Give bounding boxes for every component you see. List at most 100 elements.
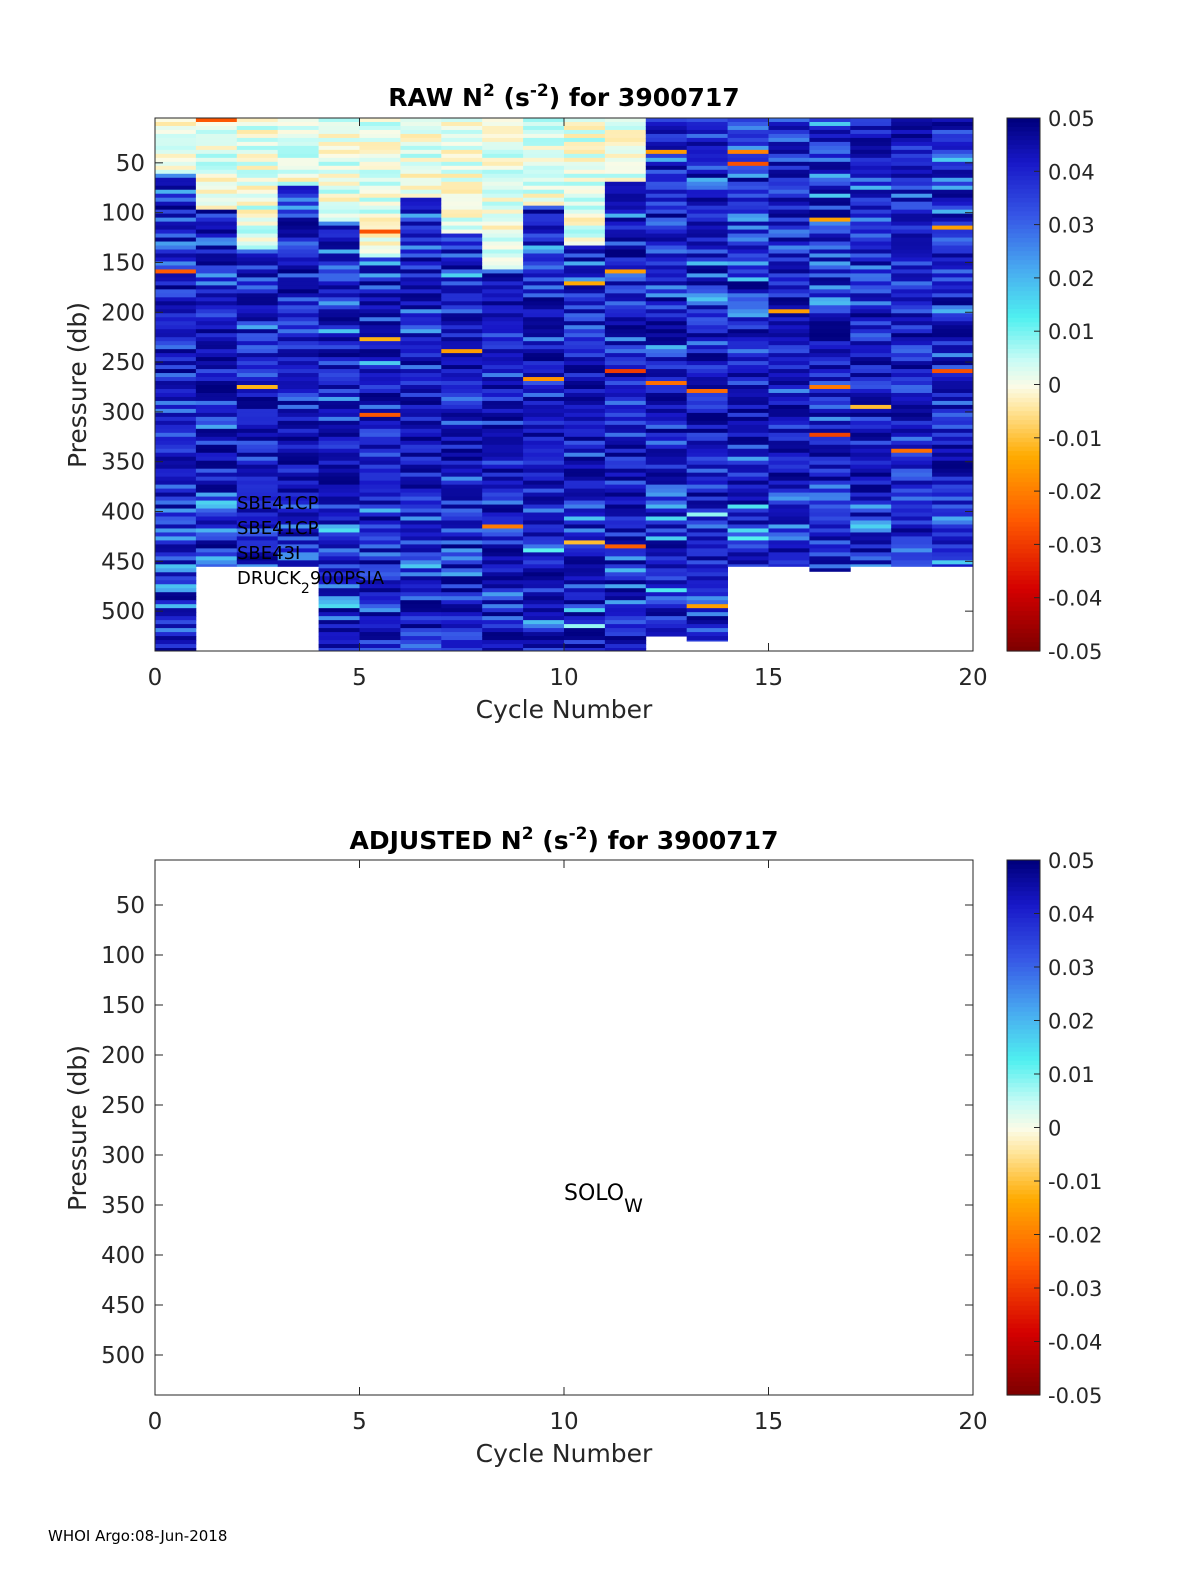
heatmap-cell	[932, 197, 974, 203]
heatmap-cell	[686, 221, 728, 227]
heatmap-cell	[236, 313, 279, 318]
heatmap-cell	[604, 157, 647, 163]
heatmap-cell	[236, 520, 279, 525]
heatmap-cell	[482, 548, 524, 553]
heatmap-cell	[604, 209, 647, 215]
heatmap-cell	[400, 277, 442, 282]
heatmap-cell	[564, 604, 606, 609]
heatmap-cell	[359, 520, 401, 525]
heatmap-cell	[932, 552, 974, 557]
heatmap-cell	[891, 349, 933, 354]
heatmap-cell	[155, 373, 197, 378]
heatmap-cell	[727, 145, 769, 151]
heatmap-cell	[523, 257, 565, 262]
heatmap-cell	[195, 257, 238, 262]
heatmap-cell	[195, 472, 238, 478]
heatmap-cell	[686, 241, 728, 247]
heatmap-cell	[155, 500, 197, 506]
heatmap-cell	[236, 273, 279, 278]
heatmap-cell	[768, 205, 810, 211]
x-tick-label: 5	[352, 665, 367, 691]
heatmap-cell	[441, 584, 483, 589]
heatmap-cell	[318, 141, 360, 147]
heatmap-cell	[155, 440, 197, 446]
colorbar-swatch	[1007, 162, 1040, 168]
heatmap-cell	[195, 524, 238, 529]
heatmap-cell	[482, 480, 524, 486]
heatmap-cell	[564, 500, 606, 506]
heatmap-cell	[523, 357, 565, 362]
heatmap-cell	[482, 193, 524, 199]
colorbar-swatch	[1007, 1176, 1040, 1182]
heatmap-cell	[891, 205, 933, 211]
heatmap-cell	[236, 373, 279, 378]
heatmap-cell	[482, 500, 524, 506]
heatmap-cell	[155, 520, 197, 525]
heatmap-cell	[932, 145, 974, 151]
heatmap-cell	[359, 181, 401, 187]
colorbar-swatch	[1007, 926, 1040, 932]
heatmap-cell	[891, 233, 933, 239]
heatmap-cell	[645, 381, 688, 386]
heatmap-cell	[400, 345, 442, 350]
heatmap-cell	[891, 337, 933, 342]
heatmap-cell	[932, 404, 974, 410]
heatmap-cell	[932, 325, 974, 330]
heatmap-cell	[604, 432, 647, 438]
heatmap-cell	[891, 297, 933, 302]
heatmap-cell	[277, 209, 319, 215]
colorbar-swatch	[1007, 295, 1040, 301]
heatmap-cell	[891, 373, 933, 378]
heatmap-cell	[768, 480, 810, 486]
heatmap-cell	[932, 165, 974, 171]
heatmap-cell	[523, 436, 565, 442]
heatmap-cell	[564, 289, 606, 294]
heatmap-cell	[523, 492, 565, 498]
heatmap-cell	[809, 333, 851, 338]
heatmap-cell	[604, 321, 647, 326]
heatmap-cell	[441, 141, 483, 147]
heatmap-cell	[277, 177, 319, 183]
colorbar-swatch	[1007, 1038, 1040, 1044]
heatmap-cell	[645, 261, 688, 266]
heatmap-cell	[482, 476, 524, 482]
heatmap-cell	[891, 508, 933, 514]
y-tick-label: 350	[101, 450, 145, 476]
heatmap-cell	[891, 201, 933, 207]
heatmap-cell	[891, 476, 933, 482]
heatmap-cell	[155, 556, 197, 561]
heatmap-cell	[400, 604, 442, 609]
heatmap-cell	[727, 329, 769, 334]
heatmap-cell	[891, 129, 933, 135]
heatmap-cell	[645, 544, 688, 549]
heatmap-cell	[195, 488, 238, 494]
heatmap-cell	[359, 125, 401, 131]
heatmap-cell	[564, 624, 606, 629]
heatmap-cell	[645, 241, 688, 247]
colorbar-swatch	[1007, 1074, 1040, 1080]
heatmap-cell	[400, 181, 442, 187]
heatmap-cell	[195, 153, 238, 159]
heatmap-cell	[359, 636, 401, 641]
heatmap-cell	[318, 301, 360, 306]
heatmap-cell	[645, 540, 688, 545]
heatmap-cell	[645, 285, 688, 290]
heatmap-cell	[850, 341, 892, 346]
heatmap-cell	[564, 568, 606, 573]
heatmap-cell	[318, 189, 360, 195]
raw-colorbar: 0.050.040.030.020.010-0.01-0.02-0.03-0.0…	[1006, 107, 1102, 664]
heatmap-cell	[523, 309, 565, 314]
heatmap-cell	[400, 584, 442, 589]
heatmap-cell	[645, 369, 688, 374]
heatmap-cell	[359, 133, 401, 139]
heatmap-cell	[727, 532, 769, 537]
heatmap-cell	[645, 161, 688, 167]
heatmap-cell	[891, 448, 933, 454]
heatmap-cell	[768, 532, 810, 537]
heatmap-cell	[686, 568, 728, 573]
heatmap-cell	[932, 321, 974, 326]
heatmap-cell	[318, 552, 360, 557]
heatmap-cell	[523, 233, 565, 239]
heatmap-cell	[850, 408, 892, 414]
heatmap-cell	[482, 632, 524, 637]
